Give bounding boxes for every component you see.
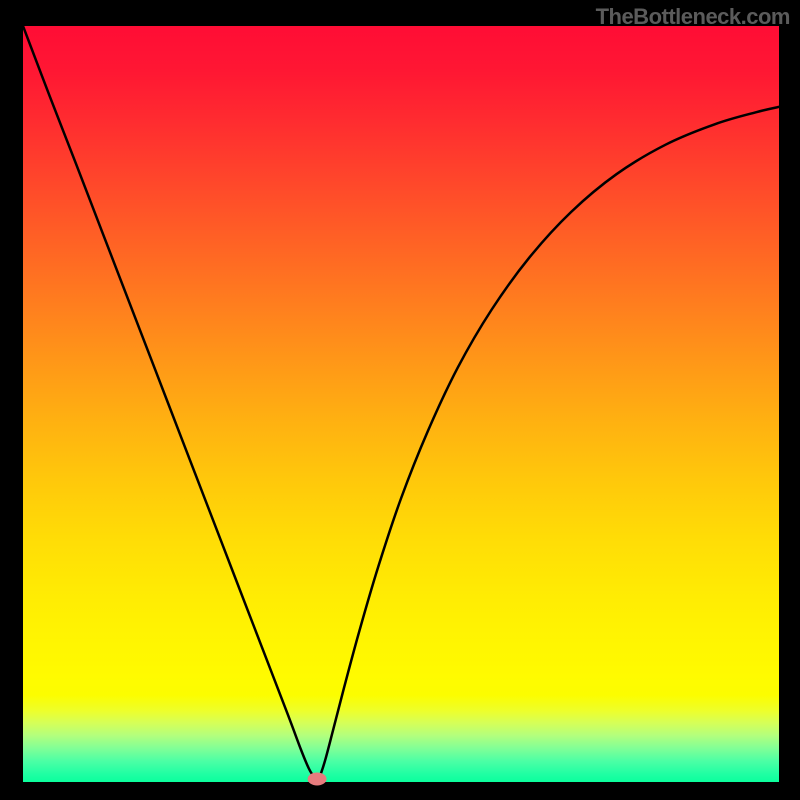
chart-container: TheBottleneck.com — [0, 0, 800, 800]
watermark-text: TheBottleneck.com — [596, 4, 790, 30]
minimum-marker — [308, 773, 326, 785]
plot-gradient-background — [23, 26, 779, 782]
chart-svg — [0, 0, 800, 800]
